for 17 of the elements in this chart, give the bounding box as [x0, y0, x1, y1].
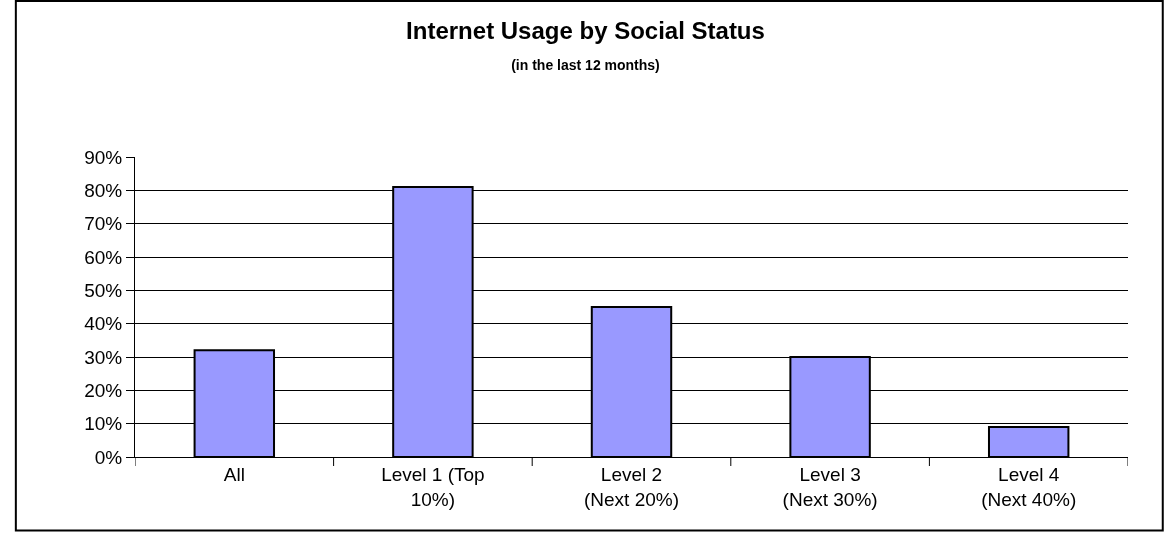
- chart-subtitle: (in the last 12 months): [511, 57, 660, 74]
- y-tick-label: 70%: [84, 213, 123, 235]
- y-tick-label: 30%: [84, 346, 123, 368]
- y-tick-label: 80%: [84, 179, 123, 201]
- x-tick-label: Level 3 (Next 30%): [782, 463, 878, 510]
- y-tick-label: 60%: [84, 246, 123, 268]
- x-tick-label: Level 1 (Top 10%): [381, 463, 485, 510]
- chart-title: Internet Usage by Social Status: [406, 16, 765, 44]
- y-tick-label: 90%: [84, 146, 123, 168]
- y-tick-label: 10%: [84, 413, 123, 435]
- y-tick-label: 40%: [84, 313, 123, 335]
- y-tick-label: 20%: [84, 379, 123, 401]
- y-tick-label: 50%: [84, 279, 123, 301]
- x-tick-label: Level 2 (Next 20%): [583, 463, 680, 510]
- y-tick-label: 0%: [94, 446, 123, 468]
- x-tick-label: Level 4 (Next 40%): [981, 463, 1077, 510]
- x-tick-label: All: [223, 463, 245, 485]
